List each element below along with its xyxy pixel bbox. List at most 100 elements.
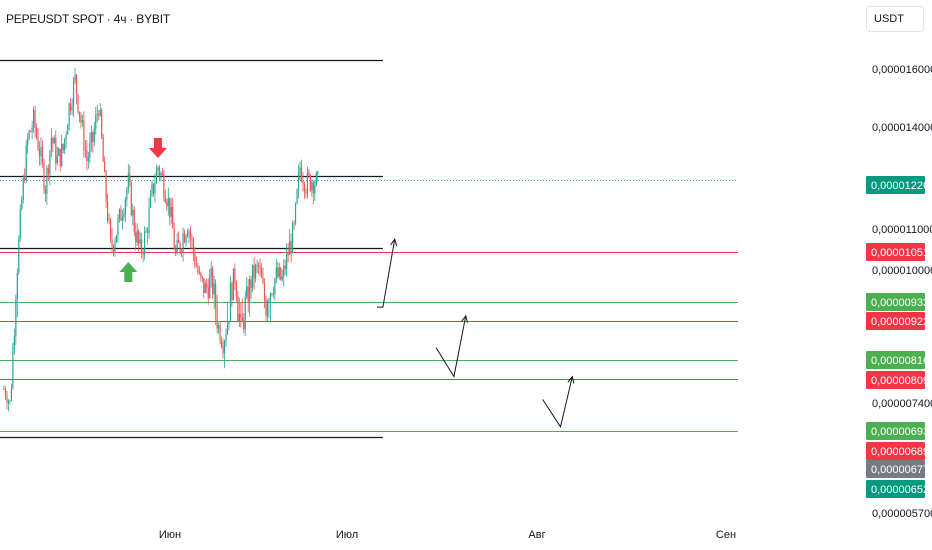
candle-body [38, 149, 41, 157]
price-tick-label: 0,000010000 [872, 265, 932, 277]
projection-arrow [435, 315, 467, 378]
candle-body [210, 268, 212, 278]
buy-arrow-icon [119, 262, 138, 283]
candle-body [200, 272, 202, 277]
candle-body [249, 279, 251, 302]
candle-body [289, 241, 291, 256]
candle-body [52, 138, 54, 144]
candle-body [141, 239, 143, 253]
candle-body [56, 155, 58, 164]
candle-body [311, 182, 313, 191]
price-tag [866, 480, 925, 498]
candle-body [293, 223, 295, 224]
candle-body [296, 189, 298, 204]
price-tag-label: 0,000009332 [871, 297, 932, 309]
candle-body [302, 180, 304, 184]
candle-body [191, 238, 193, 240]
candle-body [152, 183, 155, 194]
candle-body [283, 265, 285, 277]
candle-body [18, 238, 20, 273]
arrow-head [567, 375, 575, 384]
candle-body [40, 147, 42, 157]
candle-body [21, 199, 23, 210]
candle-body [62, 143, 64, 151]
candle-body [58, 148, 60, 156]
candle-body [3, 389, 5, 390]
price-tick-label: 0,000011000 [872, 224, 932, 236]
candle-body [34, 109, 36, 128]
candle-body [83, 120, 85, 151]
candle-body [129, 173, 131, 183]
candle-body [306, 172, 308, 194]
candle-body [223, 341, 226, 354]
candle-body [169, 197, 171, 217]
candle-body [89, 142, 91, 158]
candle-body [160, 173, 162, 176]
candle-body [35, 127, 38, 137]
candle-body [109, 219, 112, 239]
candle-body [107, 201, 109, 221]
candle-body [262, 277, 264, 284]
candle-body [176, 239, 178, 254]
candle-body [120, 209, 122, 221]
candle-body [226, 323, 229, 335]
candle-body [139, 239, 141, 244]
candle-body [124, 199, 126, 214]
candle-body [31, 127, 33, 132]
candle-body [145, 231, 147, 233]
candle-body [252, 264, 254, 289]
candle-body [255, 265, 257, 279]
projection-arrows [376, 238, 575, 429]
candle-body [112, 246, 115, 252]
candle-body [37, 136, 39, 150]
candle-body [179, 243, 181, 252]
candle-body [70, 103, 72, 111]
candle-body [181, 251, 183, 253]
candle-body [284, 265, 286, 269]
candle-body [118, 209, 121, 219]
candle-body [247, 286, 249, 302]
currency-selector[interactable]: USDT [866, 6, 924, 32]
time-tick-label: Июн [159, 529, 181, 541]
candle-body [47, 168, 49, 175]
candle-body [127, 173, 129, 190]
price-tick-label: 0,000007400 [872, 398, 932, 410]
candle-body [132, 209, 134, 216]
candle-body [24, 178, 26, 181]
candle-body [197, 266, 199, 273]
candle-body [115, 235, 118, 243]
time-axis: Июн Июл Авг Сен [159, 529, 736, 541]
candle-body [67, 125, 69, 135]
arrow-head [390, 238, 398, 247]
candle-body [278, 267, 280, 277]
candle-body [136, 230, 138, 243]
candle-body [309, 174, 311, 191]
price-tick-label: 0,000014000 [872, 122, 932, 134]
candle-body [244, 296, 246, 330]
price-tag-label: 0,000012266 [871, 180, 932, 192]
candle-body [186, 232, 189, 237]
price-tags: 0,000012266 0,000010517 0,000009332 0,00000… [866, 176, 932, 498]
candle-body [148, 207, 150, 233]
price-tag-label: 0,000006892 [871, 446, 932, 458]
candle-body [287, 253, 289, 256]
candle-body [22, 178, 24, 200]
candle-body [317, 171, 319, 174]
candle-body [101, 109, 103, 138]
candle-body [300, 167, 303, 181]
candle-body [86, 150, 88, 162]
candle-body [183, 233, 186, 243]
candle-body [228, 321, 230, 324]
candle-body [12, 346, 14, 389]
price-tag-label: 0,000008090 [871, 375, 932, 387]
candle-body [15, 299, 17, 337]
horizontal-levels [0, 59, 739, 439]
candle-body [195, 264, 197, 267]
sell-arrow-icon [148, 137, 167, 158]
time-tick-label: Сен [716, 529, 736, 541]
candle-body [286, 253, 288, 269]
candle-body [81, 120, 84, 123]
candle-body [96, 113, 98, 116]
price-tag-label: 0,000009222 [871, 316, 932, 328]
